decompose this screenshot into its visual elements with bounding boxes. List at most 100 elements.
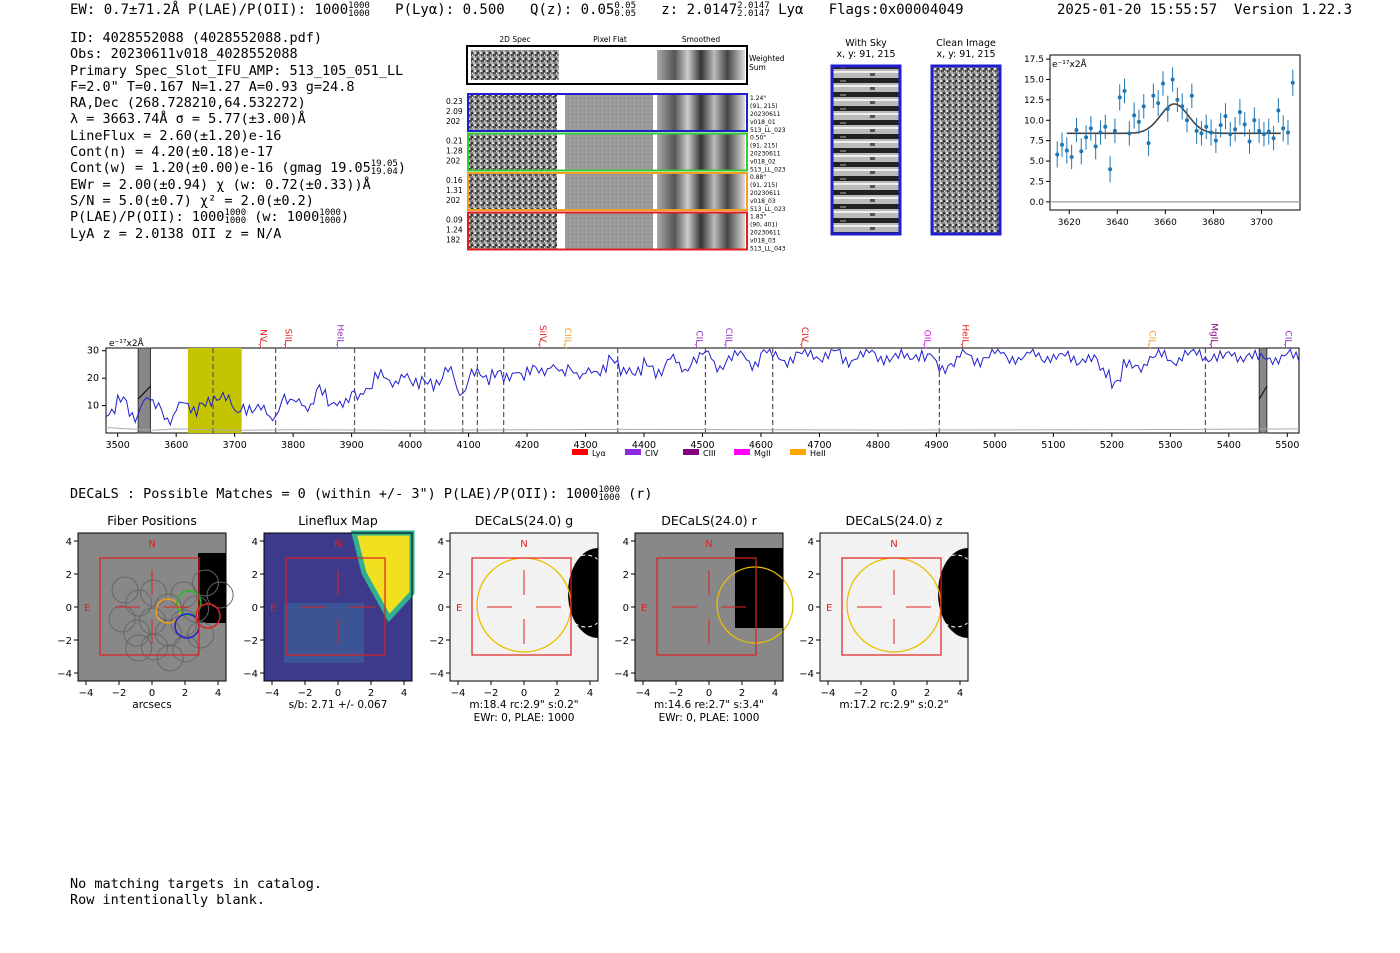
cutout-pixelflat xyxy=(565,133,653,170)
fit-data-point xyxy=(1204,124,1209,129)
image-xtick-label: −2 xyxy=(112,688,127,699)
image-panel-xlabel: s/b: 2.71 +/- 0.067 xyxy=(289,699,388,711)
image-panel-title: Lineflux Map xyxy=(298,513,378,528)
spectrum-ytick-label: 20 xyxy=(87,373,99,384)
cutout-row-right-label: 20230611 xyxy=(750,151,781,158)
header-plae-sub: 1000 xyxy=(348,9,370,19)
spectrum-emission-bracket: { xyxy=(1283,340,1289,350)
fit-data-point xyxy=(1103,124,1108,129)
info-slot: Primary Spec_Slot_IFU_AMP: 513_105_051_L… xyxy=(70,62,404,79)
image-panel: DECaLS(24.0) z N E −4 −4 −2 −2 0 0 2 2 4 4 m:17.2 rc:… xyxy=(799,513,980,711)
cutout-row-right-label: v018_03 xyxy=(750,238,776,245)
cutout-row-right-label: 513_LL_043 xyxy=(750,246,786,253)
fiber-circle xyxy=(125,589,153,617)
cutout-2dspec xyxy=(469,94,557,130)
image-ytick-label: 2 xyxy=(808,570,814,581)
fiber-circle-green xyxy=(176,590,202,616)
cutout-pixelflat xyxy=(565,94,653,130)
cutout-row-right-label: 513_LL_023 xyxy=(750,127,786,134)
header-flags: Flags:0x00004049 xyxy=(828,2,964,18)
spectrum-xtick-label: 5000 xyxy=(983,440,1007,451)
spectrum-legend-label: CIII xyxy=(703,449,716,458)
catalog-aperture xyxy=(716,566,794,644)
spectrum-legend-swatch xyxy=(734,449,750,455)
image-panel: DECaLS(24.0) r N E −4 −4 −2 −2 0 0 2 2 4 4 m:14.6 re:… xyxy=(614,513,794,724)
spectrum-xtick-label: 4000 xyxy=(398,440,422,451)
image-ytick-label: −4 xyxy=(243,669,258,680)
image-xtick-label: −4 xyxy=(79,688,94,699)
spectrum-legend-swatch xyxy=(683,449,699,455)
fit-data-point xyxy=(1064,148,1069,153)
info-contw-text: Cont(w) = 1.20(±0.00)e-16 (gmag 19.05 xyxy=(70,160,371,177)
info-plae-sup: 1000 xyxy=(224,208,247,219)
cutout-row-left-label: 0.09 xyxy=(446,216,463,225)
with-sky-image xyxy=(830,64,902,236)
clean-image-sub: x, y: 91, 215 xyxy=(936,49,996,60)
weighted-sum-2dspec xyxy=(471,50,559,80)
spectrum-ytick-label: 30 xyxy=(87,346,99,357)
image-xtick-label: −2 xyxy=(854,688,869,699)
image-xtick-label: 2 xyxy=(739,688,745,699)
info-contw: Cont(w) = 1.20(±0.00)e-16 (gmag 19.0519.… xyxy=(70,160,406,177)
cutout-row-frame xyxy=(467,93,748,132)
spectrum-flux-trace xyxy=(105,347,1300,427)
spectrum-emission-bracket: { xyxy=(1146,340,1152,350)
cutout-row-right-label: 513_LL_023 xyxy=(750,167,786,174)
cutout-row-right-label: 0.50" xyxy=(750,135,766,142)
fit-data-point xyxy=(1194,128,1199,133)
cutout-row-right-label: (91, 215) xyxy=(750,143,778,150)
spectrum-emission-label: OII xyxy=(922,330,932,342)
fit-ytick-label: 2.5 xyxy=(1030,177,1044,187)
fit-data-point xyxy=(1146,141,1151,146)
header-right: 2025-01-20 15:55:57 Version 1.22.3 xyxy=(1057,2,1352,18)
cutout-row-left-label: 202 xyxy=(446,196,461,205)
spectrum-emission-label: CIV xyxy=(799,327,809,343)
fiber-circle xyxy=(182,595,210,623)
fit-data-point xyxy=(1175,97,1180,102)
cutout-pixelflat xyxy=(565,173,653,209)
fiber-circle xyxy=(123,619,151,647)
info-ewr: EWr = 2.00(±0.94) χ (w: 0.72(±0.33))Å xyxy=(70,177,406,193)
header-plya: P(Lyα): 0.500 xyxy=(395,2,505,18)
fit-data-point xyxy=(1266,129,1271,134)
spectrum-xtick-label: 3500 xyxy=(106,440,130,451)
header-z-line: Lyα xyxy=(778,2,804,18)
image-ytick-label: −2 xyxy=(57,636,72,647)
info-plae-w-end: ) xyxy=(340,209,350,226)
fit-ytick-label: 17.5 xyxy=(1024,55,1044,65)
spectrum-emission-bracket: { xyxy=(283,340,289,350)
image-xtick-label: 4 xyxy=(587,688,593,699)
spectrum-xtick-label: 4500 xyxy=(690,440,714,451)
image-xtick-label: 2 xyxy=(554,688,560,699)
weighted-sum-smoothed xyxy=(657,50,745,80)
fiber-circle xyxy=(139,579,167,607)
fiber-circle xyxy=(156,644,184,672)
fit-data-point xyxy=(1112,128,1117,133)
header-ew-plae: EW: 0.7±71.2Å P(LAE)/P(OII): 1000 xyxy=(70,2,349,18)
cutout-row-right-label: (90, 401) xyxy=(750,222,778,229)
cutout-row-right-label: (91, 215) xyxy=(750,182,778,189)
image-xtick-label: −2 xyxy=(669,688,684,699)
info-radec: RA,Dec (268.728210,64.532272) xyxy=(70,95,306,112)
cutout-row-right-label: 513_LL_023 xyxy=(750,206,786,213)
spectrum-emission-bracket: { xyxy=(562,340,568,350)
image-ytick-label: −4 xyxy=(614,669,629,680)
image-panel-xlabel: arcsecs xyxy=(132,699,171,711)
image-ytick-label: 4 xyxy=(438,537,444,548)
image-xtick-label: −2 xyxy=(298,688,313,699)
spectrum-emission-bracket: { xyxy=(694,340,700,350)
image-xtick-label: 4 xyxy=(957,688,963,699)
spectrum-line-highlight xyxy=(187,348,242,433)
fit-data-point xyxy=(1141,104,1146,109)
spectrum-emission-bracket: { xyxy=(537,340,543,350)
spectrum-unit-label: e⁻¹⁷x2Å xyxy=(109,337,145,349)
fit-data-point xyxy=(1122,88,1127,93)
image-panel-xlabel: m:18.4 rc:2.9" s:0.2" xyxy=(469,699,578,711)
cutout-2dspec xyxy=(469,133,557,170)
image-ytick-label: 0 xyxy=(66,603,72,614)
info-plae-w: (w: 1000 xyxy=(254,209,320,226)
image-xtick-label: 0 xyxy=(521,688,527,699)
fit-data-point xyxy=(1189,93,1194,98)
image-xtick-label: −4 xyxy=(636,688,651,699)
